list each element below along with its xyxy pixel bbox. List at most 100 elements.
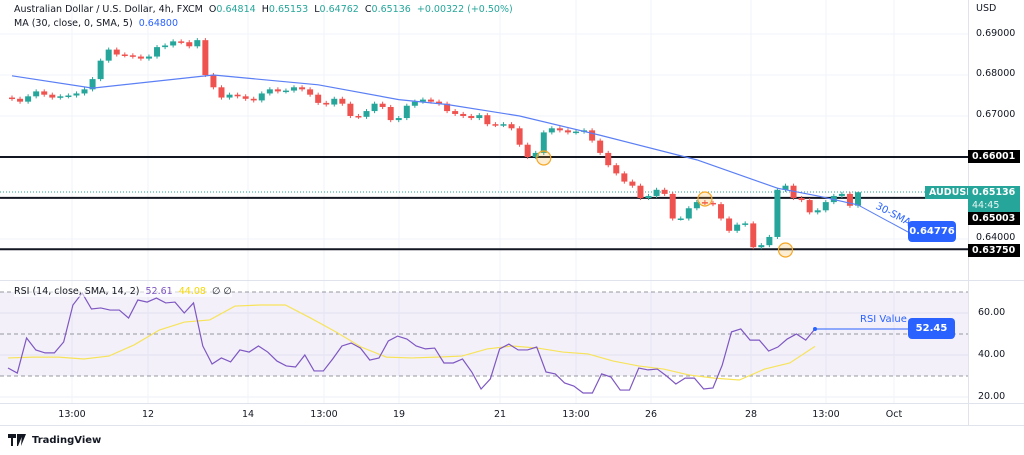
candle <box>476 113 483 121</box>
candle-body <box>41 91 48 95</box>
last-price: 0.65136 <box>972 187 1016 198</box>
candle-body <box>266 89 273 94</box>
candle-body <box>806 200 813 213</box>
candle <box>709 200 716 207</box>
candle <box>9 95 15 101</box>
rsi-value-tag: 52.45 <box>908 318 955 339</box>
candle-body <box>855 192 861 206</box>
time-tick: 13:00 <box>58 409 86 420</box>
candle-body <box>548 128 555 133</box>
candle-body <box>73 93 80 96</box>
candle-body <box>17 98 24 102</box>
candle <box>347 101 354 119</box>
candle <box>669 191 676 221</box>
candle-body <box>605 152 612 166</box>
candle-body <box>307 89 314 95</box>
rsi-legend[interactable]: RSI (14, close, SMA, 14, 2) 52.61 44.08 … <box>14 286 232 297</box>
candle <box>129 53 136 59</box>
tradingview-logo-icon <box>8 434 26 446</box>
sma-value-tag: 0.64776 <box>908 221 956 242</box>
candle <box>210 72 217 90</box>
candle-body <box>226 94 233 98</box>
tradingview-logo[interactable]: TradingView <box>8 434 101 446</box>
candle <box>444 101 451 114</box>
time-tick: 19 <box>392 409 406 420</box>
candle-body <box>532 152 539 157</box>
candle <box>41 89 48 97</box>
rsi-legend-label: RSI (14, close, SMA, 14, 2) <box>14 286 140 297</box>
candle <box>331 96 338 107</box>
candle-body <box>315 94 322 103</box>
candle-body <box>105 49 112 61</box>
candle <box>97 58 104 82</box>
candle-body <box>89 79 96 90</box>
candle <box>637 183 644 201</box>
candle-body <box>701 202 708 204</box>
high-label: H <box>261 4 269 15</box>
rsi-sma-line <box>7 304 816 381</box>
candle-body <box>661 189 668 194</box>
ma-projection-line <box>857 204 909 233</box>
candle <box>162 43 169 50</box>
rsi-legend-extra2: ∅ <box>223 286 232 297</box>
candles <box>9 38 861 250</box>
symbol-title: Australian Dollar / U.S. Dollar, 4h, FXC… <box>14 4 203 15</box>
candle <box>742 221 749 227</box>
candle <box>573 129 579 135</box>
candle-body <box>669 193 676 219</box>
candle-body <box>282 90 289 93</box>
candle-body <box>645 195 652 198</box>
candle <box>758 243 765 250</box>
candle-body <box>742 223 749 225</box>
candle <box>403 103 410 121</box>
candle <box>282 88 289 94</box>
candle-body <box>387 106 394 121</box>
candle-body <box>750 223 757 248</box>
candle-body <box>170 41 177 46</box>
time-tick: 21 <box>493 409 507 420</box>
level-label-63750: 0.63750 <box>968 244 1020 257</box>
candle <box>621 171 628 184</box>
candle-body <box>685 208 692 219</box>
candle <box>484 113 491 127</box>
candle-body <box>234 94 241 97</box>
candle-body <box>194 40 201 47</box>
candle-body <box>758 245 765 248</box>
low-value: 0.64762 <box>319 4 359 15</box>
candle <box>379 101 386 110</box>
candle-body <box>677 218 684 220</box>
candle-body <box>202 40 209 75</box>
candle-body <box>403 105 410 119</box>
time-tick: 13:00 <box>310 409 338 420</box>
candle <box>548 126 555 135</box>
candle <box>500 122 507 128</box>
candle-body <box>178 41 185 43</box>
highlight-circle <box>777 242 794 258</box>
candle-body <box>258 93 265 101</box>
candle <box>178 39 185 45</box>
price-tick: 0.64000 <box>976 232 1016 243</box>
ma-legend-value: 0.64800 <box>138 18 179 29</box>
candle-body <box>573 131 579 134</box>
candle-body <box>637 185 644 198</box>
low-label: L <box>314 4 320 15</box>
close-value: 0.65136 <box>371 4 411 15</box>
candle-body <box>452 111 459 114</box>
candle <box>49 92 56 100</box>
candle-body <box>355 116 362 118</box>
candle-body <box>556 128 563 131</box>
candle <box>194 38 201 49</box>
candle <box>387 104 394 123</box>
candle <box>468 113 475 121</box>
last-price-tag: 0.65136 44:45 <box>968 186 1020 212</box>
highlight-circles <box>536 150 794 258</box>
rsi-annotation-dot <box>813 327 817 331</box>
ma-legend[interactable]: MA (30, close, 0, SMA, 5) 0.64800 <box>14 18 178 29</box>
candle <box>452 109 459 116</box>
candle-body <box>162 45 169 48</box>
candle-body <box>299 87 306 90</box>
candle-body <box>274 89 281 92</box>
candle-body <box>524 144 531 157</box>
candle-body <box>564 130 571 133</box>
